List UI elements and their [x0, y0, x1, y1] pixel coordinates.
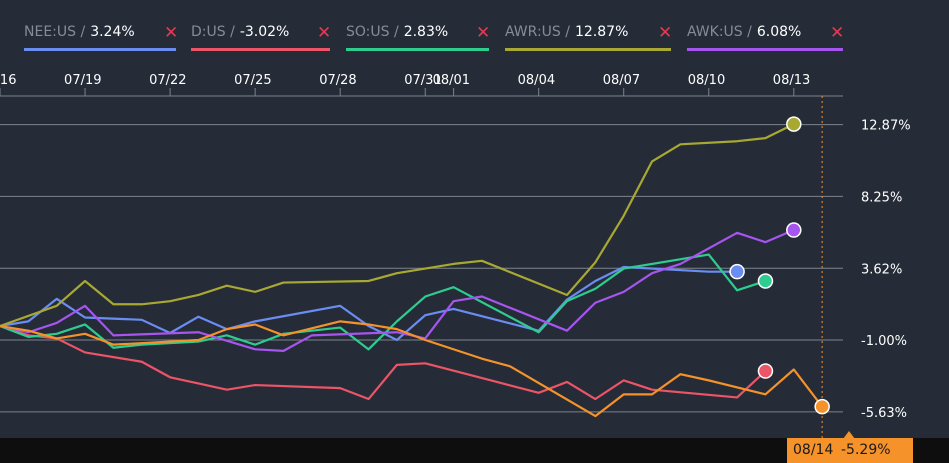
- x-tick-label: 07/28: [319, 73, 356, 88]
- last-point-markers: [729, 116, 830, 415]
- legend-separator: /: [76, 24, 86, 40]
- legend-item-nee-us[interactable]: NEE:US /3.24% ✕: [24, 23, 179, 52]
- cursor-date: 08/14: [793, 442, 834, 458]
- legend-color-underline: [505, 48, 671, 51]
- legend-value: 3.24%: [90, 24, 135, 40]
- legend-ticker: D:US: [191, 24, 226, 40]
- cursor-readout: 08/14 -5.29%: [787, 438, 913, 463]
- legend-item-awk-us[interactable]: AWK:US /6.08% ✕: [687, 23, 845, 52]
- legend-ticker: AWR:US: [505, 24, 561, 40]
- y-tick-label: 12.87%: [861, 119, 911, 134]
- last-point-marker-so-us[interactable]: [757, 273, 774, 289]
- remove-series-icon[interactable]: ✕: [830, 23, 845, 43]
- last-point-marker-awk-us[interactable]: [786, 222, 802, 238]
- series-line-d-us[interactable]: [0, 324, 767, 401]
- x-tick-label: 08/01: [433, 73, 470, 88]
- remove-series-icon[interactable]: ✕: [317, 23, 332, 43]
- series-line-series-5[interactable]: [0, 320, 824, 418]
- x-tick-label: 08/13: [773, 73, 810, 88]
- x-tick-label: 07/31: [404, 73, 441, 88]
- x-tick-label: 07/22: [149, 73, 186, 88]
- legend-separator: /: [560, 24, 570, 40]
- x-tick-label: 08/07: [603, 73, 640, 88]
- legend-color-underline: [24, 48, 176, 51]
- series-line-awr-us[interactable]: [0, 123, 795, 328]
- legend-value: 2.83%: [403, 24, 449, 40]
- y-tick-label: -5.63%: [861, 406, 907, 421]
- legend-value: 6.08%: [756, 24, 802, 40]
- x-tick-label: 08/04: [518, 73, 555, 88]
- series-lines: [0, 123, 824, 418]
- y-tick-label: 8.25%: [861, 190, 902, 205]
- last-point-marker-d-us[interactable]: [757, 363, 774, 379]
- legend-color-underline: [687, 48, 843, 51]
- y-tick-label: 3.62%: [861, 262, 902, 277]
- x-tick-label: 07/16: [0, 73, 16, 88]
- legend-ticker: SO:US: [346, 24, 390, 40]
- legend-color-underline: [191, 48, 330, 51]
- last-point-marker-nee-us[interactable]: [729, 263, 745, 280]
- series-line-awk-us[interactable]: [0, 229, 795, 352]
- legend-separator: /: [742, 24, 752, 40]
- legend: NEE:US /3.24% ✕ D:US / -3.02% ✕ SO:US /2.83% ✕…: [0, 0, 949, 60]
- cursor-value: -5.29%: [841, 442, 891, 458]
- legend-item-d-us[interactable]: D:US / -3.02% ✕: [191, 23, 332, 52]
- x-tick-label: 08/10: [688, 73, 725, 88]
- y-tick-label: -1.00%: [861, 334, 907, 349]
- last-point-marker-series-5[interactable]: [814, 398, 830, 415]
- remove-series-icon[interactable]: ✕: [658, 23, 673, 43]
- last-point-marker-awr-us[interactable]: [786, 116, 802, 132]
- series-line-so-us[interactable]: [0, 253, 766, 351]
- legend-ticker: NEE:US: [24, 24, 77, 40]
- series-line-nee-us[interactable]: [0, 265, 738, 342]
- legend-value: 12.87%: [574, 24, 629, 40]
- x-tick-label: 07/19: [64, 73, 101, 88]
- cursor-caret-icon: [843, 431, 855, 439]
- remove-series-icon[interactable]: ✕: [164, 23, 179, 43]
- legend-value: -3.02%: [239, 24, 290, 40]
- x-tick-label: 07/25: [234, 73, 271, 88]
- legend-ticker: AWK:US: [687, 24, 743, 40]
- legend-separator: /: [225, 24, 235, 40]
- legend-item-so-us[interactable]: SO:US /2.83% ✕: [346, 23, 491, 52]
- y-axis-ticks: 12.87% 8.25% 3.62% -1.00% -5.63%: [861, 119, 911, 421]
- legend-item-awr-us[interactable]: AWR:US /12.87% ✕: [505, 23, 673, 52]
- remove-series-icon[interactable]: ✕: [476, 23, 491, 43]
- legend-separator: /: [389, 24, 399, 40]
- legend-color-underline: [346, 48, 489, 51]
